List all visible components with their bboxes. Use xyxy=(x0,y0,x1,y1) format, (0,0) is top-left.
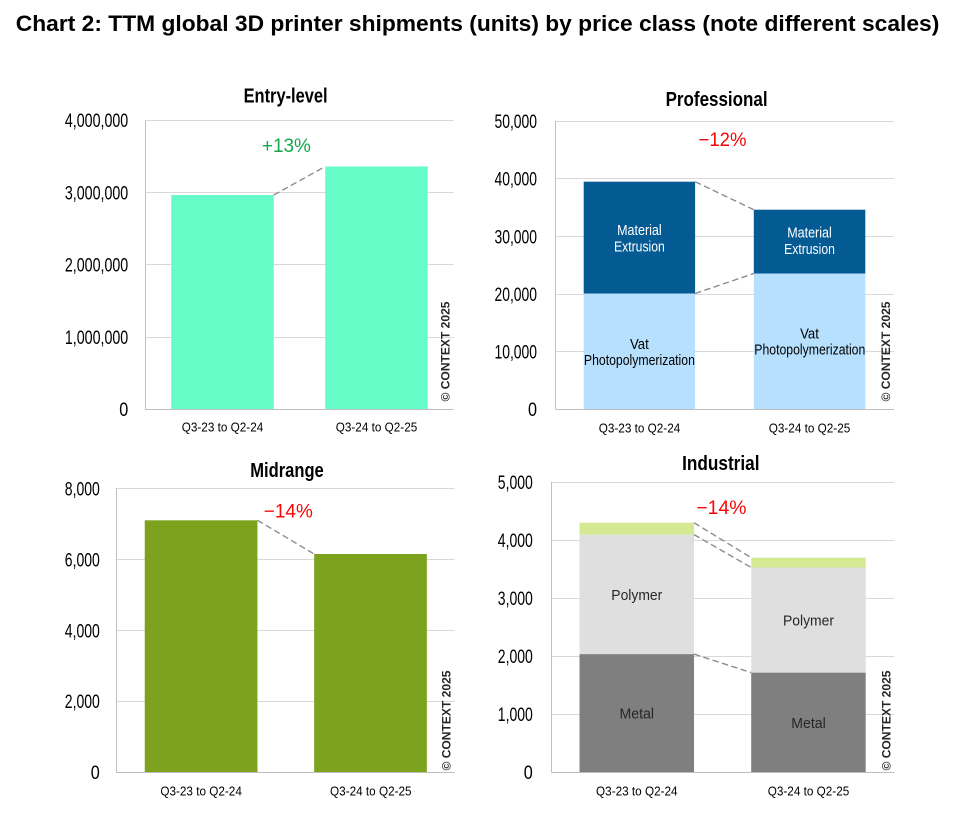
svg-text:Extrusion: Extrusion xyxy=(614,238,665,255)
svg-text:5,000: 5,000 xyxy=(498,473,533,494)
svg-text:Polymer: Polymer xyxy=(611,587,662,604)
svg-text:Q3-23 to Q2-24: Q3-23 to Q2-24 xyxy=(599,421,681,436)
svg-text:Material: Material xyxy=(617,222,662,239)
svg-text:Photopolymerization: Photopolymerization xyxy=(584,352,695,369)
svg-text:4,000: 4,000 xyxy=(65,621,100,642)
svg-text:6,000: 6,000 xyxy=(65,550,100,571)
svg-text:Q3-24 to Q2-25: Q3-24 to Q2-25 xyxy=(336,420,418,435)
svg-text:© CONTEXT 2025: © CONTEXT 2025 xyxy=(440,670,454,770)
svg-text:© CONTEXT 2025: © CONTEXT 2025 xyxy=(879,670,893,770)
svg-text:0: 0 xyxy=(524,763,533,784)
svg-text:3,000: 3,000 xyxy=(498,589,533,610)
svg-text:2,000,000: 2,000,000 xyxy=(65,256,128,277)
svg-text:Industrial: Industrial xyxy=(682,453,759,475)
svg-text:50,000: 50,000 xyxy=(495,112,538,133)
svg-text:3,000,000: 3,000,000 xyxy=(65,183,128,204)
svg-text:Chart 2: TTM global 3D printer: Chart 2: TTM global 3D printer shipments… xyxy=(16,11,939,36)
svg-text:4,000: 4,000 xyxy=(498,531,533,552)
svg-text:0: 0 xyxy=(528,400,537,421)
svg-text:30,000: 30,000 xyxy=(495,227,538,248)
svg-text:Q3-24 to Q2-25: Q3-24 to Q2-25 xyxy=(768,784,850,799)
svg-text:Vat: Vat xyxy=(630,336,650,353)
svg-text:Q3-23 to Q2-24: Q3-23 to Q2-24 xyxy=(596,784,678,799)
svg-text:Metal: Metal xyxy=(620,706,655,723)
svg-text:1,000,000: 1,000,000 xyxy=(65,328,128,349)
svg-text:Entry-level: Entry-level xyxy=(244,86,328,108)
svg-text:2,000: 2,000 xyxy=(498,647,533,668)
svg-text:8,000: 8,000 xyxy=(65,479,100,500)
svg-text:Extrusion: Extrusion xyxy=(784,241,835,258)
svg-text:Midrange: Midrange xyxy=(250,460,324,482)
svg-text:© CONTEXT 2025: © CONTEXT 2025 xyxy=(879,301,893,401)
svg-text:−12%: −12% xyxy=(699,130,747,151)
svg-text:Q3-24 to Q2-25: Q3-24 to Q2-25 xyxy=(769,421,851,436)
svg-text:10,000: 10,000 xyxy=(495,343,538,364)
svg-text:4,000,000: 4,000,000 xyxy=(65,111,128,132)
svg-text:20,000: 20,000 xyxy=(495,285,538,306)
svg-text:0: 0 xyxy=(91,763,100,784)
svg-text:Metal: Metal xyxy=(791,715,826,732)
svg-text:+13%: +13% xyxy=(262,136,311,157)
svg-text:Q3-23 to Q2-24: Q3-23 to Q2-24 xyxy=(160,784,242,799)
svg-text:Vat: Vat xyxy=(800,325,820,342)
svg-text:Material: Material xyxy=(787,225,832,242)
svg-text:0: 0 xyxy=(119,400,128,421)
svg-text:Q3-23 to Q2-24: Q3-23 to Q2-24 xyxy=(182,420,264,435)
svg-text:2,000: 2,000 xyxy=(65,692,100,713)
svg-text:© CONTEXT 2025: © CONTEXT 2025 xyxy=(439,301,453,401)
svg-text:1,000: 1,000 xyxy=(498,705,533,726)
svg-text:Photopolymerization: Photopolymerization xyxy=(754,342,865,359)
svg-text:Professional: Professional xyxy=(666,89,768,111)
svg-text:Polymer: Polymer xyxy=(783,613,834,630)
svg-text:−14%: −14% xyxy=(264,502,313,523)
svg-text:Q3-24 to Q2-25: Q3-24 to Q2-25 xyxy=(330,784,412,799)
svg-text:−14%: −14% xyxy=(696,498,746,519)
svg-text:40,000: 40,000 xyxy=(495,170,538,191)
